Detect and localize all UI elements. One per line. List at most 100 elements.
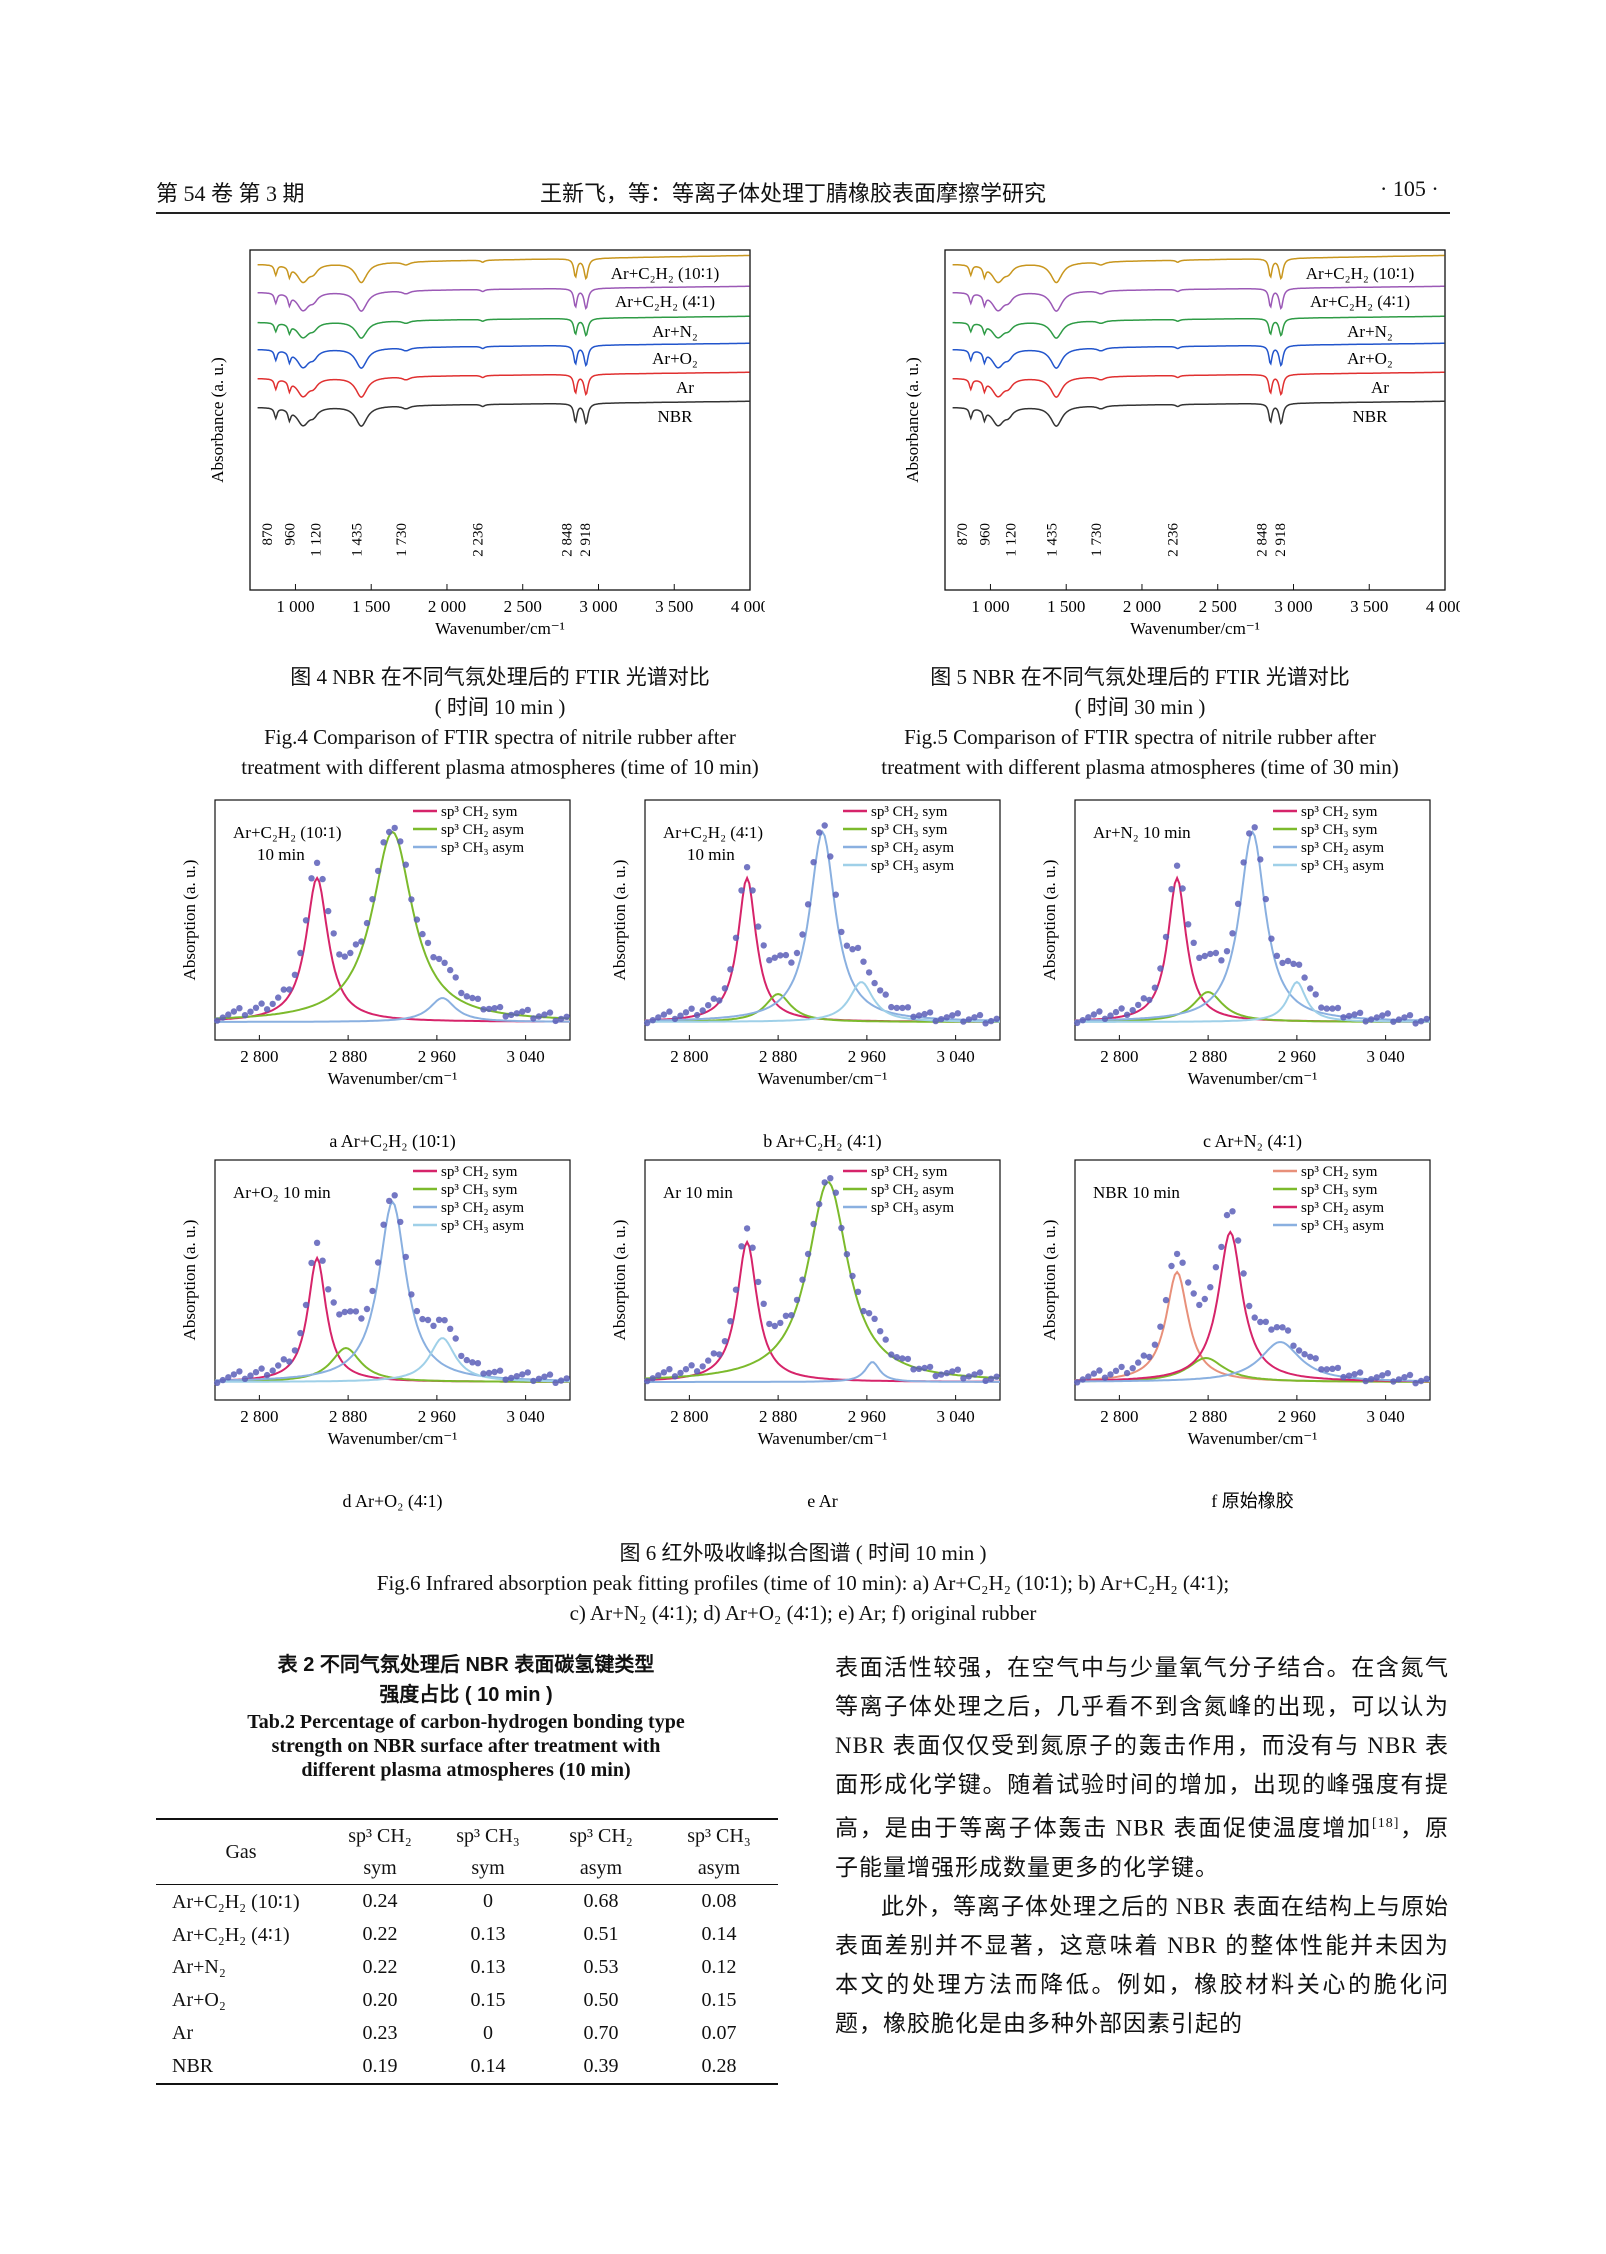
fig6-data-point xyxy=(838,928,845,936)
fig5-series-label: NBR xyxy=(1353,407,1389,426)
fig6-data-point xyxy=(252,1004,260,1011)
fig6-data-point xyxy=(743,1225,751,1232)
fig6-data-point xyxy=(391,824,398,832)
fig6-data-point xyxy=(644,1377,651,1385)
fig5-caption-en2: treatment with different plasma atmosphe… xyxy=(881,755,1399,779)
fig6-data-point xyxy=(519,1371,526,1378)
fig6-data-point xyxy=(860,958,867,965)
fig6-data-point xyxy=(1118,1005,1125,1012)
fig6-data-point xyxy=(666,1366,673,1373)
fig6-data-point xyxy=(1345,1372,1353,1379)
fig6-data-point xyxy=(1173,1250,1181,1258)
fig6-data-point xyxy=(330,930,337,937)
table2-header-l1: sp³ CH₃ xyxy=(687,1825,751,1847)
fig6-data-point xyxy=(1101,1015,1109,1022)
fig6-data-point xyxy=(236,1005,243,1012)
fig6-data-point xyxy=(965,1016,973,1023)
fig6-data-point xyxy=(1146,1353,1153,1361)
fig6-data-point xyxy=(1290,1342,1297,1349)
fig6-data-point xyxy=(1295,961,1303,968)
fig6-data-point xyxy=(732,1286,740,1293)
fig6-data-point xyxy=(286,1358,293,1365)
fig6-data-point xyxy=(1301,974,1308,981)
paragraph-1-text: 表面活性较强，在空气中与少量氧气分子结合。在含氮气等离子体处理之后，几乎看不到含… xyxy=(835,1655,1449,1841)
fig6-data-point xyxy=(943,1014,950,1021)
fig6-x-tick-label: 3 040 xyxy=(937,1407,975,1426)
table2-value-cell: 0.68 xyxy=(583,1890,619,1912)
table2-value-cell: 0.22 xyxy=(362,1956,398,1978)
body-text: 表面活性较强，在空气中与少量氧气分子结合。在含氮气等离子体处理之后，几乎看不到含… xyxy=(835,1648,1449,2043)
fig6-data-point xyxy=(402,861,409,868)
fig6-x-tick-label: 2 800 xyxy=(1100,1047,1138,1066)
fig6-data-point xyxy=(1373,1014,1380,1021)
fig6-data-point xyxy=(682,1366,690,1373)
fig6-caption-en2: c) Ar+N₂ (4∶1); d) Ar+O₂ (4∶1); e) Ar; f… xyxy=(569,1601,1037,1625)
fig6-data-point xyxy=(319,1257,326,1264)
fig6-data-point xyxy=(793,949,801,957)
fig6-data-point xyxy=(430,1322,437,1329)
table-row: Ar+C₂H₂ (10∶1) 0.24 0 0.68 0.08 xyxy=(156,1885,778,1919)
fig6-data-point xyxy=(1212,949,1220,957)
table2-gas-cell: NBR xyxy=(172,2055,214,2077)
fig6-data-point xyxy=(804,1250,812,1258)
fig5-peak-label: 870 xyxy=(955,523,971,546)
fig6-data-point xyxy=(530,1377,537,1385)
fig6-data-point xyxy=(397,1218,404,1226)
table2-value-cell: 0.53 xyxy=(583,1956,619,1978)
fig6-data-point xyxy=(1345,1012,1353,1020)
fig6-data-point xyxy=(1268,935,1275,942)
fig6-data-point xyxy=(766,957,773,964)
fig6-data-point xyxy=(496,1367,504,1374)
fig6-data-point xyxy=(932,1372,939,1380)
fig6-y-axis-label: Absorption (a. u.) xyxy=(1040,860,1059,981)
fig6-data-point xyxy=(699,1007,706,1014)
fig6-plot-frame xyxy=(644,1159,1001,1401)
fig6-data-point xyxy=(693,1368,701,1375)
fig6-data-point xyxy=(413,1307,421,1315)
fig6-data-point xyxy=(987,1375,995,1382)
table-row: Ar 0.23 0 0.70 0.07 xyxy=(156,2017,778,2050)
fig6-data-point xyxy=(535,1375,543,1382)
fig6-data-point xyxy=(1112,1008,1120,1016)
fig6-x-tick-label: 3 040 xyxy=(1367,1407,1405,1426)
fig6-data-point xyxy=(949,1012,956,1019)
table2-title-cn1: 表 2 不同气氛处理后 NBR 表面碳氢键类型 xyxy=(277,1654,655,1676)
fig4-peak-label: 960 xyxy=(282,523,298,546)
table2-value-cell: 0.15 xyxy=(701,1989,737,2011)
fig5-x-tick-label: 2 500 xyxy=(1199,597,1237,616)
fig6-data-point xyxy=(821,1179,828,1186)
fig6-panel-label: b Ar+C₂H₂ (4∶1) xyxy=(763,1131,881,1152)
table2-header-l2: asym xyxy=(697,1857,741,1879)
fig6-data-point xyxy=(452,1335,459,1342)
table2-value-cell: 0.15 xyxy=(470,1989,506,2011)
fig6-data-point xyxy=(760,942,767,949)
fig6-x-tick-label: 3 040 xyxy=(507,1047,545,1066)
fig6-x-tick-label: 2 960 xyxy=(848,1407,886,1426)
table2-value-cell: 0.14 xyxy=(470,2055,506,2077)
fig6-data-point xyxy=(971,1371,978,1378)
fig6-panel-label: d Ar+O₂ (4∶1) xyxy=(342,1491,442,1512)
fig6-data-point xyxy=(386,1197,393,1205)
fig6-plot-frame xyxy=(214,1159,571,1401)
fig5-peak-label: 2 848 xyxy=(1254,523,1270,557)
fig6-data-point xyxy=(458,989,465,997)
paragraph-1-end: ，原子能量增强形成数量更多的化学键。 xyxy=(835,1815,1450,1880)
fig6-data-point xyxy=(743,864,751,871)
fig6-data-point xyxy=(563,1375,570,1382)
fig6-data-point xyxy=(943,1369,950,1377)
fig6-data-point xyxy=(541,1373,548,1380)
fig6-data-point xyxy=(219,1376,226,1384)
fig5-caption-cn: 图 5 NBR 在不同气氛处理后的 FTIR 光谱对比 xyxy=(930,665,1350,689)
fig6-data-point xyxy=(1268,1326,1275,1333)
fig6-data-point xyxy=(782,951,790,959)
fig6-data-point xyxy=(1273,952,1281,959)
fig6-x-tick-label: 2 880 xyxy=(329,1047,367,1066)
fig4-series-label: Ar+C₂H₂ (4∶1) xyxy=(615,292,715,311)
fig6-x-tick-label: 2 880 xyxy=(1189,1407,1227,1426)
fig4-series-label: Ar xyxy=(676,378,694,397)
fig6-data-point xyxy=(252,1369,260,1376)
fig6-data-point xyxy=(677,1012,684,1019)
fig6-panel-label: a Ar+C₂H₂ (10∶1) xyxy=(329,1131,455,1152)
fig6-data-point xyxy=(541,1011,548,1018)
fig6-data-point xyxy=(269,1367,276,1374)
